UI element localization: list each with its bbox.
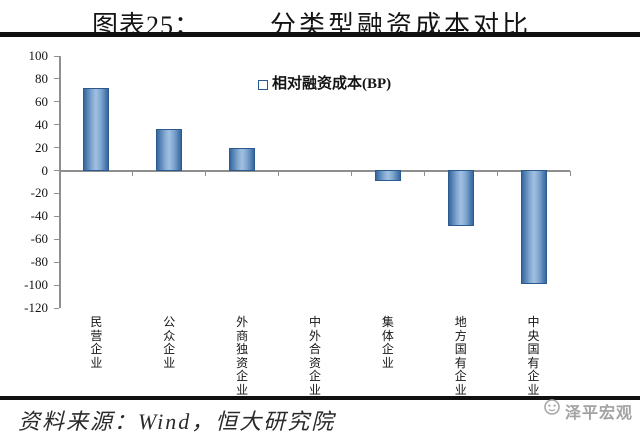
y-tick-label: 80 (35, 70, 48, 86)
x-category-label: 地方国有企业 (454, 315, 467, 397)
y-tick-label: 20 (35, 139, 48, 155)
x-axis-tick (278, 170, 280, 176)
x-axis-tick (350, 170, 352, 176)
y-axis-tick (54, 284, 59, 286)
y-tick-label: -60 (30, 231, 48, 247)
y-axis-line (59, 56, 61, 308)
x-category-label: 民营企业 (90, 315, 103, 370)
x-axis-tick (132, 170, 134, 176)
x-category-label: 中央国有企业 (527, 315, 540, 397)
bar-地方国有企业 (447, 169, 474, 226)
y-axis-tick (54, 101, 59, 103)
source-note: 资料来源：Wind，恒大研究院 (18, 409, 336, 434)
bar-民营企业 (83, 88, 110, 171)
bar-外商独资企业 (229, 147, 256, 171)
x-axis-line (60, 169, 570, 172)
y-tick-label: -80 (30, 254, 48, 270)
y-tick-label: 0 (41, 162, 49, 178)
y-axis-tick (54, 307, 59, 309)
y-tick-label: -40 (30, 208, 48, 224)
y-tick-label: -20 (30, 185, 48, 201)
x-category-label: 集体企业 (381, 315, 394, 370)
x-category-label: 公众企业 (163, 315, 176, 370)
plot-area: 100 80 60 40 20 0 -20 -40 -60 -80 -100 -120 民营企业 公众企业… (24, 48, 571, 397)
x-category-label: 外商独资企业 (236, 315, 249, 397)
y-tick-label: -100 (24, 277, 48, 293)
y-tick-label: 100 (28, 48, 49, 63)
y-axis-tick (54, 124, 59, 126)
x-axis-tick (496, 170, 498, 176)
y-axis-tick (54, 238, 59, 240)
y-axis-tick (54, 147, 59, 149)
legend-label: 相对融资成本(BP) (272, 76, 392, 92)
x-axis-tick (423, 170, 425, 176)
y-tick-label: 60 (35, 93, 48, 109)
bar-公众企业 (156, 129, 183, 171)
legend-swatch-icon (258, 80, 268, 90)
y-axis-tick (54, 55, 59, 57)
x-axis-tick (205, 170, 207, 176)
footer-divider (0, 396, 640, 400)
watermark-label: 泽平宏观 (565, 405, 634, 422)
y-tick-label: -120 (24, 300, 48, 315)
y-axis-tick (54, 215, 59, 217)
x-axis-tick (59, 170, 61, 176)
x-category-label: 中外合资企业 (308, 315, 321, 397)
bar-中央国有企业 (520, 169, 547, 285)
y-axis-tick (54, 170, 59, 172)
y-axis-tick (54, 78, 59, 80)
brand-logo-icon (544, 399, 560, 415)
y-axis-tick (54, 192, 59, 194)
y-tick-label: 40 (35, 116, 48, 132)
header-divider (0, 32, 640, 37)
bar-集体企业 (374, 169, 401, 181)
x-axis-tick (569, 170, 571, 176)
y-axis-tick (54, 261, 59, 263)
